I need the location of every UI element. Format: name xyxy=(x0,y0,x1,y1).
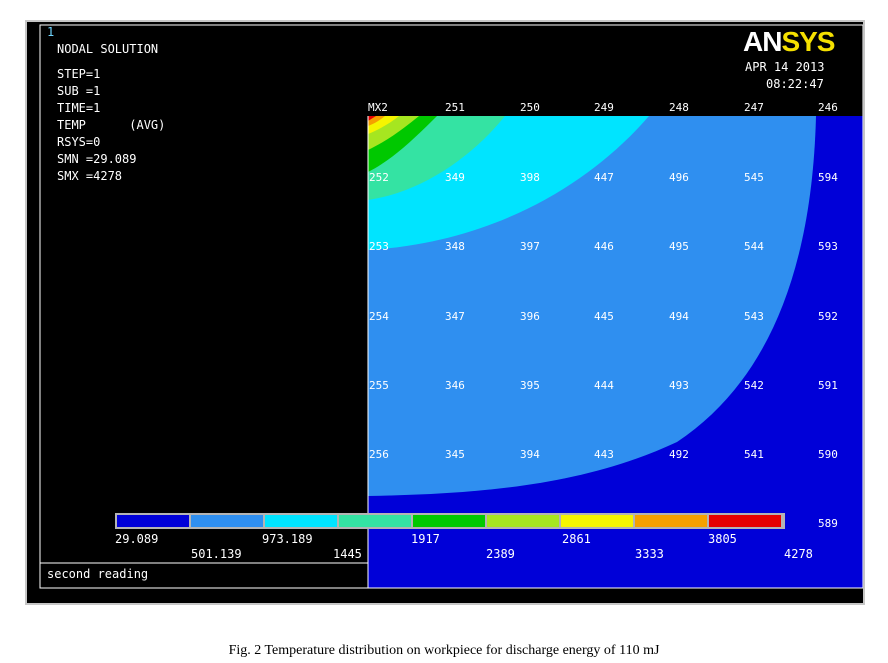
logo-part-sys: SYS xyxy=(781,26,835,57)
node-label: 347 xyxy=(445,310,465,323)
legend-label-bottom: 501.139 xyxy=(191,547,242,561)
node-label-header: 250 xyxy=(520,101,540,114)
date-text: APR 14 2013 xyxy=(745,60,825,74)
legend-label-top: 2861 xyxy=(562,532,591,546)
contour-legend-bar xyxy=(115,513,785,529)
node-label: 348 xyxy=(445,240,465,253)
node-label: 349 xyxy=(445,171,465,184)
node-label: 494 xyxy=(669,310,689,323)
node-label: 252 xyxy=(369,171,389,184)
node-label: 496 xyxy=(669,171,689,184)
footer-note: second reading xyxy=(47,567,149,581)
solution-title: NODAL SOLUTION xyxy=(57,42,159,56)
legend-swatch xyxy=(117,515,189,527)
node-label: 591 xyxy=(818,379,838,392)
legend-swatch xyxy=(191,515,263,527)
legend-label-top: 3805 xyxy=(708,532,737,546)
node-label-header: 249 xyxy=(594,101,614,114)
node-label-header: MX2 xyxy=(368,101,388,114)
node-label-header: 247 xyxy=(744,101,764,114)
legend-label-top: 29.089 xyxy=(115,532,159,546)
node-label-header: 251 xyxy=(445,101,465,114)
figure-caption: Fig. 2 Temperature distribution on workp… xyxy=(228,643,660,658)
node-label: 255 xyxy=(369,379,389,392)
node-label: 346 xyxy=(445,379,465,392)
node-label: 396 xyxy=(520,310,540,323)
ansys-plot-window: 1 NODAL SOLUTION STEP=1 SUB =1 TIME=1 TE… xyxy=(27,22,863,603)
window-number: 1 xyxy=(47,25,55,39)
node-label-header: 248 xyxy=(669,101,689,114)
node-label: 495 xyxy=(669,240,689,253)
temp-text: TEMP (AVG) xyxy=(57,118,166,132)
legend-label-bottom: 2389 xyxy=(486,547,515,561)
node-label: 395 xyxy=(520,379,540,392)
node-label: 256 xyxy=(369,448,389,461)
node-label: 447 xyxy=(594,171,614,184)
node-label: 253 xyxy=(369,240,389,253)
smn-text: SMN =29.089 xyxy=(57,152,137,166)
contour-region-orange xyxy=(368,116,385,126)
sub-text: SUB =1 xyxy=(57,84,101,98)
legend-swatch xyxy=(265,515,337,527)
node-label: 589 xyxy=(818,517,838,530)
legend-swatch xyxy=(635,515,707,527)
legend-label-top: 1917 xyxy=(411,532,440,546)
legend-swatch xyxy=(487,515,559,527)
node-label: 543 xyxy=(744,310,764,323)
logo-part-an: AN xyxy=(743,26,782,57)
node-label: 542 xyxy=(744,379,764,392)
node-label: 345 xyxy=(445,448,465,461)
node-label: 254 xyxy=(369,310,389,323)
time-stamp: 08:22:47 xyxy=(766,77,824,91)
node-label-header: 246 xyxy=(818,101,838,114)
legend-label-bottom: 3333 xyxy=(635,547,664,561)
node-label: 594 xyxy=(818,171,838,184)
node-label: 590 xyxy=(818,448,838,461)
legend-swatch xyxy=(709,515,781,527)
legend-label-bottom: 1445 xyxy=(333,547,362,561)
contour-region-red xyxy=(368,116,376,121)
node-label: 445 xyxy=(594,310,614,323)
rsys-text: RSYS=0 xyxy=(57,135,101,149)
legend-swatch xyxy=(561,515,633,527)
node-label: 397 xyxy=(520,240,540,253)
time-text: TIME=1 xyxy=(57,101,101,115)
node-label: 544 xyxy=(744,240,764,253)
legend-label-bottom: 4278 xyxy=(784,547,813,561)
contour-plot xyxy=(39,24,863,589)
node-label: 592 xyxy=(818,310,838,323)
node-label: 443 xyxy=(594,448,614,461)
node-label: 493 xyxy=(669,379,689,392)
node-label: 593 xyxy=(818,240,838,253)
node-label: 394 xyxy=(520,448,540,461)
node-label: 398 xyxy=(520,171,540,184)
legend-swatch xyxy=(413,515,485,527)
node-label: 446 xyxy=(594,240,614,253)
node-label: 541 xyxy=(744,448,764,461)
legend-swatch xyxy=(339,515,411,527)
node-label: 545 xyxy=(744,171,764,184)
legend-label-top: 973.189 xyxy=(262,532,313,546)
node-label: 444 xyxy=(594,379,614,392)
ansys-logo: ANSYS xyxy=(743,26,835,58)
smx-text: SMX =4278 xyxy=(57,169,123,183)
step-text: STEP=1 xyxy=(57,67,101,81)
plot-border xyxy=(39,24,863,589)
node-label: 492 xyxy=(669,448,689,461)
